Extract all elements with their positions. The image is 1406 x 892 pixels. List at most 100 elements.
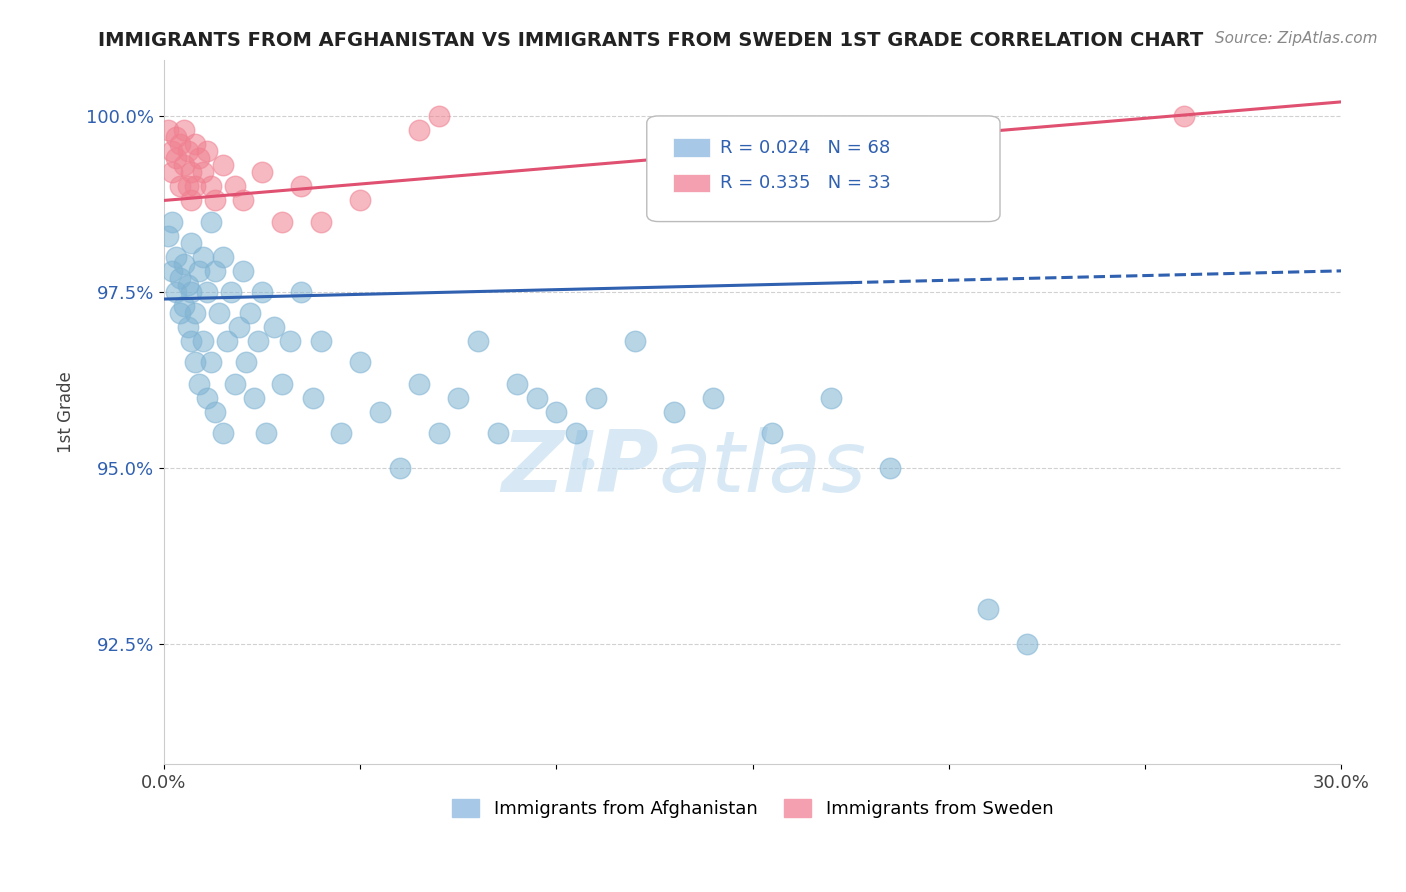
Point: [169, 306, 191, 320]
Point: [165, 151, 187, 165]
Point: [173, 158, 195, 172]
Point: [176, 320, 198, 334]
Point: [254, 425, 277, 440]
Point: [565, 425, 588, 440]
Point: [243, 391, 266, 405]
Point: [224, 179, 246, 194]
Point: [180, 194, 202, 208]
Text: R = 0.024   N = 68: R = 0.024 N = 68: [720, 138, 890, 157]
Point: [741, 137, 763, 152]
Point: [169, 179, 191, 194]
Point: [180, 235, 202, 250]
Point: [309, 334, 332, 349]
Point: [761, 425, 783, 440]
Point: [176, 179, 198, 194]
Point: [188, 376, 211, 391]
Point: [702, 391, 724, 405]
Point: [408, 376, 430, 391]
Point: [585, 391, 607, 405]
Point: [290, 179, 312, 194]
Point: [270, 214, 292, 228]
Point: [173, 257, 195, 271]
Point: [329, 425, 352, 440]
Point: [188, 264, 211, 278]
Point: [212, 250, 235, 264]
Point: [204, 194, 226, 208]
Point: [235, 355, 257, 369]
Point: [270, 376, 292, 391]
Point: [228, 320, 250, 334]
Point: [231, 194, 253, 208]
Point: [250, 165, 273, 179]
Point: [219, 285, 242, 299]
Point: [977, 602, 1000, 616]
Point: [165, 250, 187, 264]
Point: [204, 264, 226, 278]
Point: [290, 285, 312, 299]
Point: [526, 391, 548, 405]
Point: [176, 277, 198, 292]
Point: [212, 158, 235, 172]
Text: Source: ZipAtlas.com: Source: ZipAtlas.com: [1215, 31, 1378, 46]
Point: [184, 137, 207, 152]
Point: [180, 165, 202, 179]
Point: [184, 306, 207, 320]
Point: [467, 334, 489, 349]
Point: [368, 405, 391, 419]
Point: [173, 123, 195, 137]
Point: [195, 144, 218, 158]
Point: [1173, 109, 1195, 123]
Point: [263, 320, 285, 334]
Point: [165, 285, 187, 299]
Point: [302, 391, 325, 405]
Point: [247, 334, 270, 349]
Point: [195, 285, 218, 299]
Point: [624, 334, 647, 349]
Point: [309, 214, 332, 228]
Point: [250, 285, 273, 299]
Point: [204, 405, 226, 419]
Point: [239, 306, 262, 320]
Point: [193, 250, 215, 264]
Point: [200, 214, 222, 228]
Point: [820, 391, 842, 405]
Point: [169, 137, 191, 152]
Point: [349, 194, 371, 208]
Point: [173, 299, 195, 313]
Point: [160, 165, 183, 179]
Point: [200, 355, 222, 369]
FancyBboxPatch shape: [647, 116, 1000, 221]
Point: [1017, 637, 1039, 651]
Point: [215, 334, 238, 349]
Point: [427, 425, 450, 440]
Point: [427, 109, 450, 123]
Point: [349, 355, 371, 369]
Point: [546, 405, 568, 419]
Text: R = 0.335   N = 33: R = 0.335 N = 33: [720, 174, 890, 192]
Legend: Immigrants from Afghanistan, Immigrants from Sweden: Immigrants from Afghanistan, Immigrants …: [444, 791, 1060, 825]
Point: [184, 179, 207, 194]
FancyBboxPatch shape: [672, 174, 710, 192]
Point: [388, 461, 411, 475]
Point: [184, 355, 207, 369]
Point: [160, 264, 183, 278]
Point: [180, 334, 202, 349]
Y-axis label: 1st Grade: 1st Grade: [58, 371, 75, 452]
Point: [879, 461, 901, 475]
Point: [156, 123, 179, 137]
Point: [195, 391, 218, 405]
Point: [486, 425, 509, 440]
Point: [278, 334, 301, 349]
Point: [231, 264, 253, 278]
Point: [180, 285, 202, 299]
Point: [160, 214, 183, 228]
Text: ZIP: ZIP: [501, 426, 658, 509]
Point: [165, 130, 187, 145]
Point: [506, 376, 529, 391]
Point: [208, 306, 231, 320]
Point: [408, 123, 430, 137]
Point: [224, 376, 246, 391]
Text: •: •: [575, 447, 600, 489]
Text: IMMIGRANTS FROM AFGHANISTAN VS IMMIGRANTS FROM SWEDEN 1ST GRADE CORRELATION CHAR: IMMIGRANTS FROM AFGHANISTAN VS IMMIGRANT…: [98, 31, 1204, 50]
Point: [176, 144, 198, 158]
